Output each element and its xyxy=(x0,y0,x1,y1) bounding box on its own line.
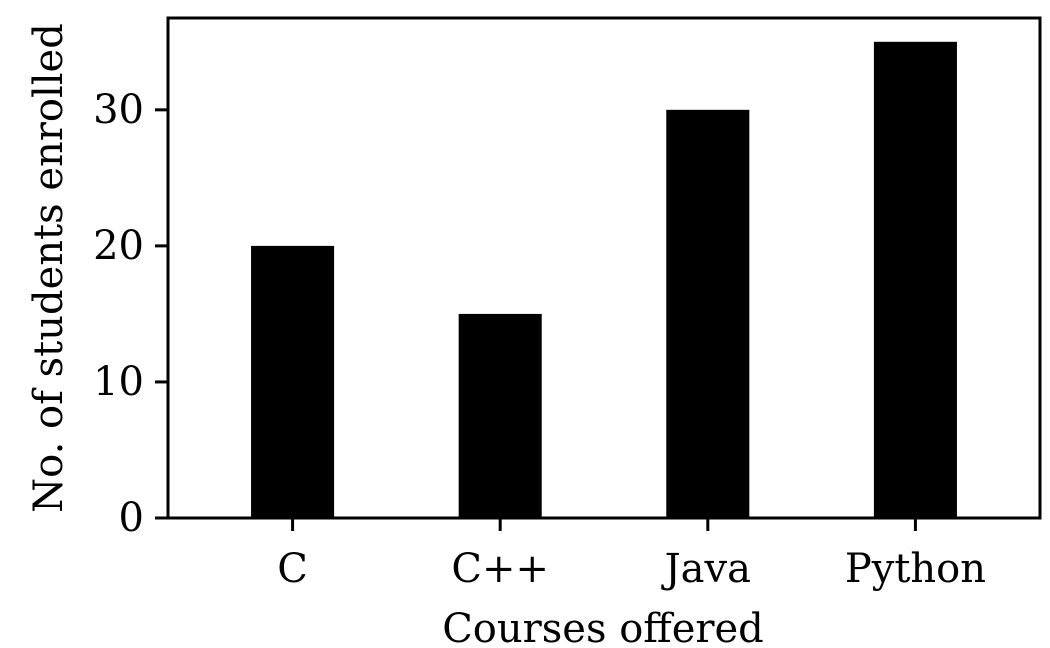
bars-group xyxy=(251,41,957,519)
x-tick-label-java: Java xyxy=(661,546,751,592)
plot-area-frame xyxy=(166,16,1042,520)
x-tick-label-cplus: C++ xyxy=(451,546,549,592)
x-axis: C C++ Java Python xyxy=(277,518,986,592)
x-axis-label: Courses offered xyxy=(442,606,764,648)
y-tick-label-0: 0 xyxy=(119,495,144,541)
x-tick-label-python: Python xyxy=(845,546,986,592)
y-tick-label-10: 10 xyxy=(93,359,144,405)
y-tick-label-20: 20 xyxy=(93,223,144,269)
x-tick-label-c: C xyxy=(277,546,308,592)
bar-c xyxy=(251,245,335,518)
bar-python xyxy=(873,41,957,519)
bar-cplus xyxy=(458,313,542,518)
y-axis: 0 10 20 30 xyxy=(93,87,168,541)
y-axis-label: No. of students enrolled xyxy=(26,23,72,513)
bar-java xyxy=(666,109,750,518)
y-tick-label-30: 30 xyxy=(93,87,144,133)
